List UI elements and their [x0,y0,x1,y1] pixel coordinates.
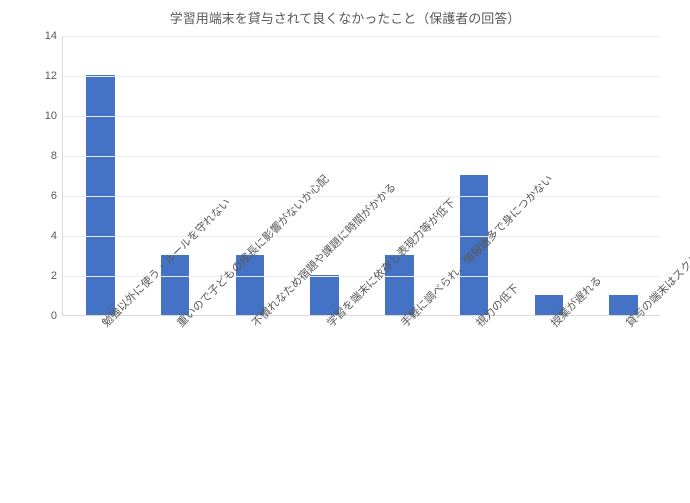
ytick-label: 2 [51,270,63,282]
plot-area: 02468101214勉強以外に使う・ルールを守れない重いので子どもの成長に影響… [62,36,660,316]
gridline [63,36,660,37]
gridline [63,116,660,117]
ytick-label: 12 [45,70,63,82]
chart-title: 学習用端末を貸与されて良くなかったこと（保護者の回答） [0,8,690,27]
gridline [63,76,660,77]
gridline [63,156,660,157]
ytick-label: 8 [51,150,63,162]
ytick-label: 0 [51,310,63,322]
bar [86,75,114,315]
ytick-label: 10 [45,110,63,122]
ytick-label: 14 [45,30,63,42]
gridline [63,236,660,237]
gridline [63,196,660,197]
bar-chart: 学習用端末を貸与されて良くなかったこと（保護者の回答） 02468101214勉… [0,0,690,503]
ytick-label: 4 [51,230,63,242]
ytick-label: 6 [51,190,63,202]
